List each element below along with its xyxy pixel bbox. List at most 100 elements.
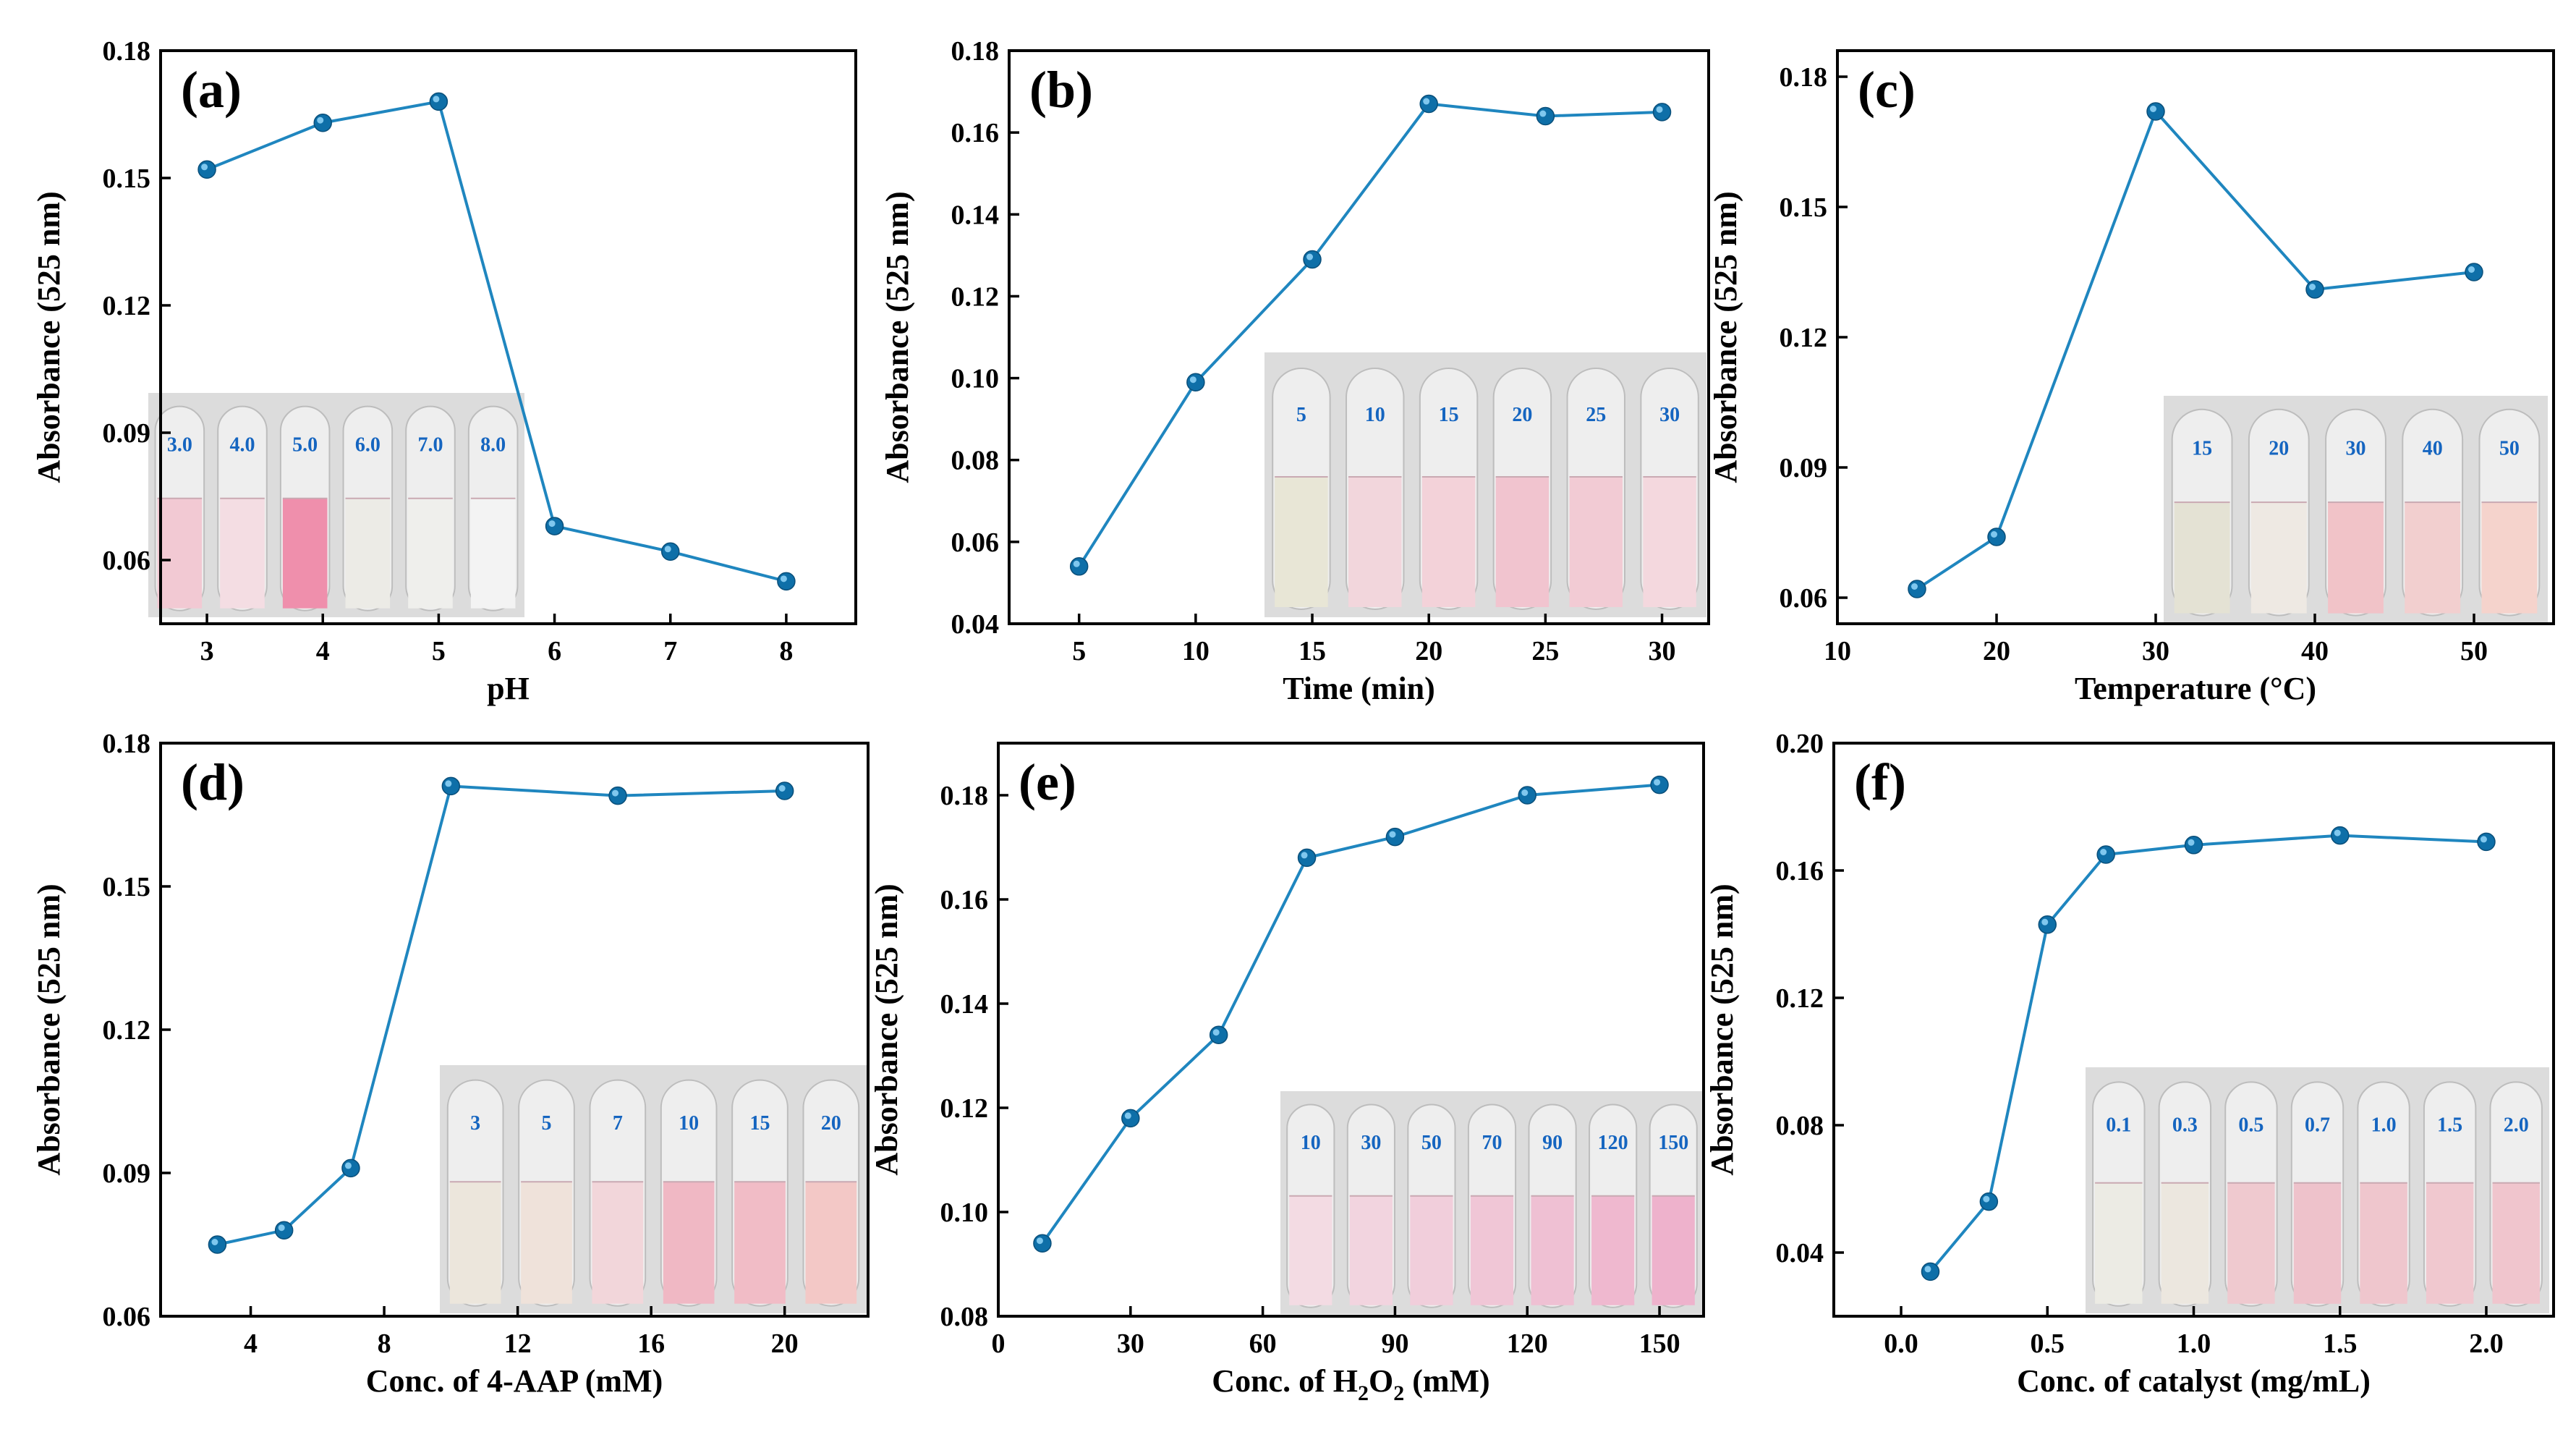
y-tick-label: 0.15: [103, 872, 151, 902]
data-point-highlight: [1301, 852, 1308, 859]
vial-label: 0.3: [2172, 1114, 2198, 1136]
plot-frame: [997, 742, 1705, 1318]
vial-liquid: [2293, 1182, 2342, 1304]
data-point-marker: [2184, 836, 2203, 855]
data-point-highlight: [1036, 1237, 1043, 1245]
data-point-highlight: [1124, 1112, 1131, 1119]
x-tick-label: 8: [779, 636, 793, 666]
inset-background: [440, 1065, 867, 1313]
vial-label: 20: [2269, 437, 2289, 459]
data-point: [775, 781, 794, 800]
data-point: [777, 572, 796, 591]
vial: 1.5: [2423, 1081, 2477, 1307]
vial-label: 3: [470, 1112, 480, 1135]
series-line: [206, 100, 787, 583]
data-point-marker: [208, 1235, 227, 1254]
vial-liquid: [345, 498, 391, 609]
data-point-marker: [1979, 1192, 1999, 1211]
data-point-marker: [2096, 845, 2115, 864]
data-point-marker: [2477, 832, 2496, 852]
y-tick-label: 0.06: [1780, 583, 1828, 614]
y-tick-label: 0.14: [940, 989, 989, 1020]
vial: 15: [2171, 408, 2233, 617]
vial-liquid: [449, 1182, 501, 1304]
vial-liquid: [2360, 1182, 2407, 1304]
data-point-highlight: [612, 789, 619, 797]
vial-liquid: [1470, 1195, 1514, 1305]
data-point-highlight: [278, 1224, 285, 1232]
panel-b: 5 10 15 20 25 30 5 10 15 20 25 30 0.04 0.06 0.08 0.10 0.…: [880, 36, 1710, 706]
panel-a: 3.0 4.0 5.0 6.0 7.0 8.0 3 4 5 6 7 8 0.06 0.09 0.12 0.15…: [31, 36, 857, 706]
vial-liquid: [1652, 1195, 1695, 1305]
x-tick-label: 8: [378, 1329, 391, 1359]
y-tick-label: 0.16: [940, 885, 989, 915]
data-point: [429, 92, 449, 111]
x-axis-label: Conc. of 4-AAP (mM): [366, 1363, 663, 1399]
data-point: [1921, 1262, 1940, 1281]
vial-liquid: [2227, 1182, 2275, 1304]
data-point-marker: [2465, 263, 2483, 281]
vial: 0.5: [2224, 1081, 2278, 1307]
data-point-highlight: [664, 546, 671, 553]
panel-f: 0.1 0.3 0.5 0.7 1.0 1.5 2.0 0.0 0.5 1.0 1.5 2.0 0.04…: [1704, 729, 2555, 1399]
vial: 7.0: [405, 405, 456, 611]
data-point-marker: [2038, 915, 2057, 934]
data-point-highlight: [1189, 376, 1196, 384]
data-point-highlight: [1306, 253, 1314, 260]
vial-label: 15: [750, 1112, 770, 1135]
panel-letter: (f): [1854, 753, 1906, 811]
vial: 20: [1492, 367, 1552, 611]
vial-label: 2.0: [2504, 1114, 2529, 1136]
data-point-highlight: [2041, 918, 2049, 925]
x-tick-label: 50: [2460, 636, 2488, 666]
series-line: [1078, 102, 1662, 567]
vial-label: 6.0: [355, 434, 381, 457]
data-point: [1121, 1109, 1140, 1128]
data-point-highlight: [445, 780, 452, 787]
x-tick-label: 30: [1649, 636, 1676, 666]
x-tick-label: 150: [1639, 1329, 1680, 1359]
data-point-highlight: [1654, 779, 1661, 786]
vial-label: 15: [1439, 404, 1459, 426]
y-tick-label: 0.08: [940, 1302, 989, 1332]
data-point: [1186, 373, 1205, 391]
x-tick-label: 25: [1531, 636, 1559, 666]
data-point-highlight: [433, 96, 440, 103]
x-tick-label: 90: [1381, 1329, 1408, 1359]
vial: 2.0: [2489, 1081, 2543, 1307]
data-point-marker: [441, 776, 461, 796]
data-point-marker: [341, 1158, 360, 1178]
data-point-highlight: [2150, 106, 2156, 112]
vial-liquid: [2095, 1182, 2143, 1304]
vial-label: 5: [542, 1112, 552, 1135]
data-point-highlight: [1073, 560, 1080, 567]
data-point: [1908, 580, 1926, 598]
x-tick-label: 4: [316, 636, 330, 666]
inset-photo: 5 10 15 20 25 30: [1264, 352, 1706, 617]
plot-frame: [159, 49, 857, 625]
data-point-marker: [660, 542, 680, 562]
vial: 50: [1407, 1103, 1456, 1308]
x-axis-label: Time (min): [1283, 671, 1435, 706]
vial-label: 30: [1659, 404, 1680, 426]
data-point-marker: [1652, 103, 1672, 122]
vial: 10: [1346, 367, 1405, 611]
vial-label: 3.0: [167, 434, 192, 457]
data-point-marker: [1536, 106, 1555, 126]
y-tick-label: 0.12: [951, 281, 1000, 312]
data-point-marker: [1908, 580, 1926, 598]
vial-liquid: [2328, 502, 2384, 614]
data-point-highlight: [2100, 849, 2107, 855]
x-tick-label: 5: [1072, 636, 1086, 666]
vial-liquid: [1275, 477, 1328, 608]
data-point: [1652, 103, 1672, 122]
vial: 10: [1286, 1103, 1335, 1308]
y-tick-label: 0.15: [1780, 192, 1828, 223]
data-point: [1385, 827, 1405, 847]
data-point: [1069, 557, 1089, 576]
vial-liquid: [1495, 477, 1550, 608]
vial-label: 10: [679, 1112, 699, 1135]
vial-liquid: [282, 498, 328, 609]
data-point: [1518, 786, 1536, 805]
